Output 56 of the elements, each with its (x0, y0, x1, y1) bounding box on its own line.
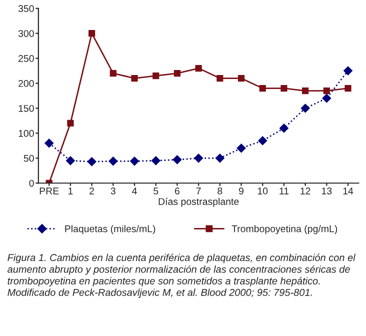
y-tick-label: 150 (18, 104, 34, 112)
x-axis-title: Días postrasplante (158, 198, 239, 207)
point (258, 136, 268, 146)
point (216, 74, 224, 82)
x-tick-label: 4 (132, 188, 137, 194)
y-tick-label: 250 (18, 55, 34, 62)
point (88, 30, 96, 37)
x-tick-label: PRE (40, 188, 59, 194)
x-tick-label: 3 (110, 188, 116, 194)
point (215, 154, 224, 163)
x-tick-label: 14 (343, 188, 354, 194)
point (300, 104, 310, 113)
y-tick-label: 100 (18, 130, 34, 137)
point (280, 84, 288, 92)
point (152, 72, 160, 80)
y-tick-label: 200 (18, 80, 34, 87)
x-tick-label: 5 (154, 188, 158, 194)
point (87, 157, 96, 166)
point (67, 120, 74, 127)
point (194, 154, 204, 163)
point (323, 87, 330, 94)
point (238, 74, 245, 82)
point (236, 144, 246, 153)
point (280, 124, 288, 133)
x-tick-label: 8 (218, 188, 222, 194)
legend-label: Plaquetas (miles/mL) (65, 225, 156, 234)
point (259, 84, 266, 92)
y-tick-label: 350 (18, 5, 34, 12)
x-tick-label: 1 (68, 188, 73, 194)
point (344, 66, 352, 76)
x-tick-label: 9 (239, 188, 244, 194)
point (195, 65, 202, 72)
point (174, 70, 181, 77)
x-tick-label: 12 (300, 188, 310, 194)
point (108, 156, 118, 166)
point (172, 155, 182, 164)
x-tick-label: 10 (258, 188, 268, 194)
point (322, 94, 332, 103)
x-tick-label: 7 (196, 188, 201, 194)
y-tick-label: 0 (29, 180, 34, 187)
text: Figura 1. Cambios en la cuenta periférica de plaquetas, en combinación con el aumento abrupto y posterior normalización de las concentraciones séricas de trombopoyetina en pacientes que son sometidos a trasplante hepático. Modificado de Peck-Radosavljevic M, et al. Blood 2000; 95: 795-801. (8, 254, 356, 298)
point (130, 156, 139, 166)
point (44, 138, 54, 148)
x-tick-label: 11 (280, 188, 289, 194)
point (66, 156, 75, 166)
y-tick-label: 50 (24, 154, 34, 162)
point (151, 156, 160, 166)
legend-label: Trombopoyetina (pg/mL) (232, 225, 338, 234)
x-tick-label: 6 (174, 188, 180, 194)
point (131, 74, 138, 82)
y-tick-label: 300 (18, 30, 34, 37)
point (302, 87, 309, 94)
x-tick-label: 13 (322, 188, 332, 194)
x-tick-label: 2 (90, 188, 94, 194)
point (344, 84, 352, 92)
point (110, 70, 116, 77)
